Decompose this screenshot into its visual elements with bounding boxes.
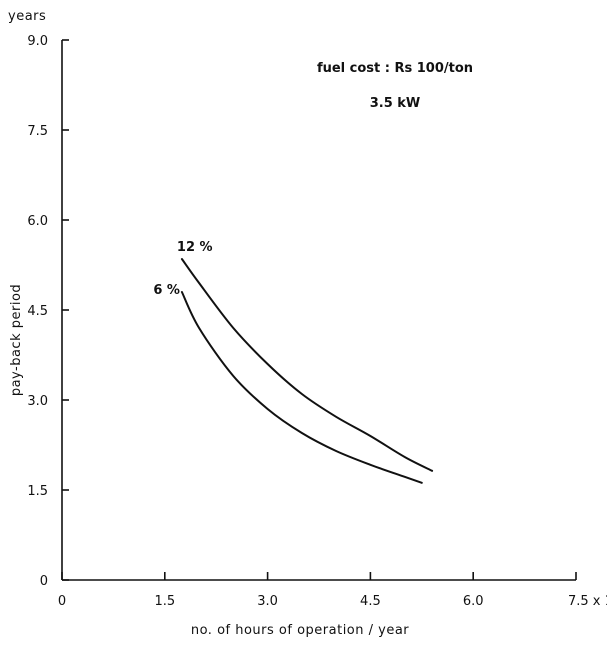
annotation-power: 3.5 kW bbox=[370, 96, 421, 111]
y-axis-label: pay-back period bbox=[9, 284, 24, 396]
data-curves bbox=[180, 258, 434, 484]
series-label-0: 12 % bbox=[177, 240, 213, 255]
y-unit-label: years bbox=[8, 9, 46, 24]
y-tick-label: 4.5 bbox=[27, 304, 48, 319]
y-tick-label: 1.5 bbox=[27, 484, 48, 499]
y-tick-label: 0 bbox=[40, 574, 48, 589]
x-tick-label: 4.5 bbox=[360, 594, 381, 609]
axes bbox=[61, 40, 576, 581]
x-axis-label: no. of hours of operation / year bbox=[191, 623, 409, 638]
x-tick-label: 1.5 bbox=[154, 594, 175, 609]
annotation-fuel-cost: fuel cost : Rs 100/ton bbox=[317, 61, 473, 76]
y-tick-label: 6.0 bbox=[27, 214, 48, 229]
series-label-1: 6 % bbox=[153, 283, 180, 298]
x-tick-label: 7.5 x 1000 bbox=[568, 594, 607, 609]
series-line-1 bbox=[180, 291, 423, 484]
x-tick-label: 6.0 bbox=[463, 594, 484, 609]
x-tick-label: 0 bbox=[58, 594, 66, 609]
y-tick-label: 3.0 bbox=[27, 394, 48, 409]
series-line-0 bbox=[180, 258, 434, 472]
tick-labels: 0 1.5 3.0 4.5 6.0 7.5 9.0 0 1.5 3.0 4.5 6.0 7.5 x 10… bbox=[27, 34, 607, 609]
y-tick-label: 7.5 bbox=[27, 124, 48, 139]
series-labels: 12 % 6 % bbox=[153, 240, 212, 298]
y-tick-label: 9.0 bbox=[27, 34, 48, 49]
x-tick-label: 3.0 bbox=[257, 594, 278, 609]
tick-marks bbox=[61, 39, 577, 581]
